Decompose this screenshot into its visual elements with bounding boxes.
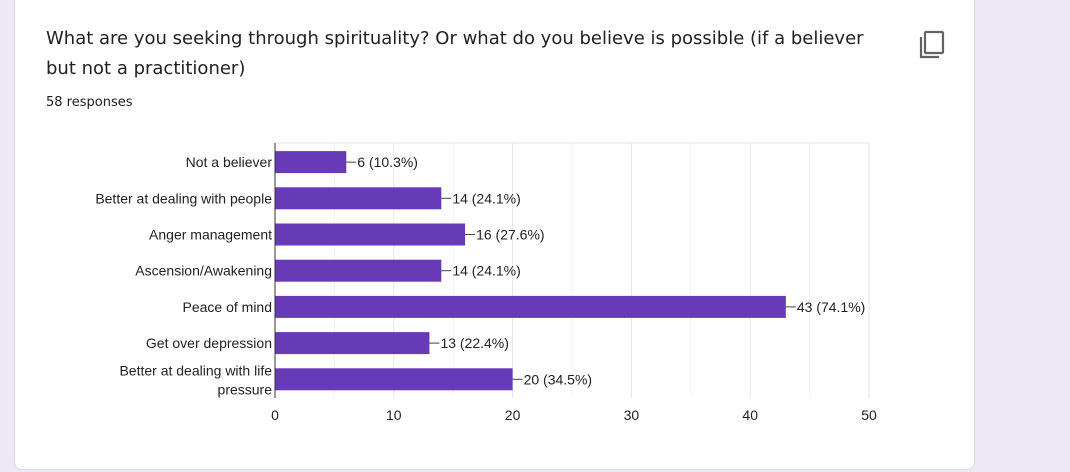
category-label: Not a believer [186, 154, 273, 170]
x-tick-label: 20 [505, 407, 521, 423]
bar[interactable] [275, 259, 442, 282]
category-label: Better at dealing with life pressure [119, 362, 272, 397]
bar[interactable] [275, 368, 513, 391]
data-label: 6 (10.3%) [357, 154, 418, 170]
question-card: What are you seeking through spiritualit… [14, 0, 975, 470]
bar[interactable] [275, 187, 442, 210]
x-tick-label: 40 [742, 407, 758, 423]
bar[interactable] [275, 223, 466, 246]
x-tick-label: 50 [861, 407, 877, 423]
category-label: Peace of mind [183, 299, 273, 315]
bar[interactable] [275, 295, 786, 318]
bars [275, 151, 786, 391]
labels: 0 10 20 30 40 50 Not a believer 6 (10.3%) Better… [95, 143, 877, 423]
category-label: Better at dealing with people [95, 190, 272, 206]
category-label: Anger management [149, 227, 272, 243]
x-tick-label: 30 [624, 407, 640, 423]
data-label: 16 (27.6%) [476, 227, 544, 243]
question-title: What are you seeking through spiritualit… [46, 28, 864, 79]
category-label: Ascension/Awakening [135, 263, 272, 279]
data-label: 14 (24.1%) [452, 263, 520, 279]
data-label: 20 (34.5%) [524, 371, 592, 387]
copy-icon[interactable] [917, 29, 947, 59]
data-label: 13 (22.4%) [440, 335, 508, 351]
bar[interactable] [275, 151, 347, 174]
category-label: Get over depression [146, 335, 272, 351]
x-tick-label: 0 [271, 407, 279, 423]
gridlines [275, 142, 870, 398]
data-label: 43 (74.1%) [797, 299, 865, 315]
data-label: 14 (24.1%) [452, 190, 520, 206]
x-tick-label: 10 [386, 407, 402, 423]
response-count: 58 responses [46, 95, 133, 110]
bar[interactable] [275, 332, 430, 355]
